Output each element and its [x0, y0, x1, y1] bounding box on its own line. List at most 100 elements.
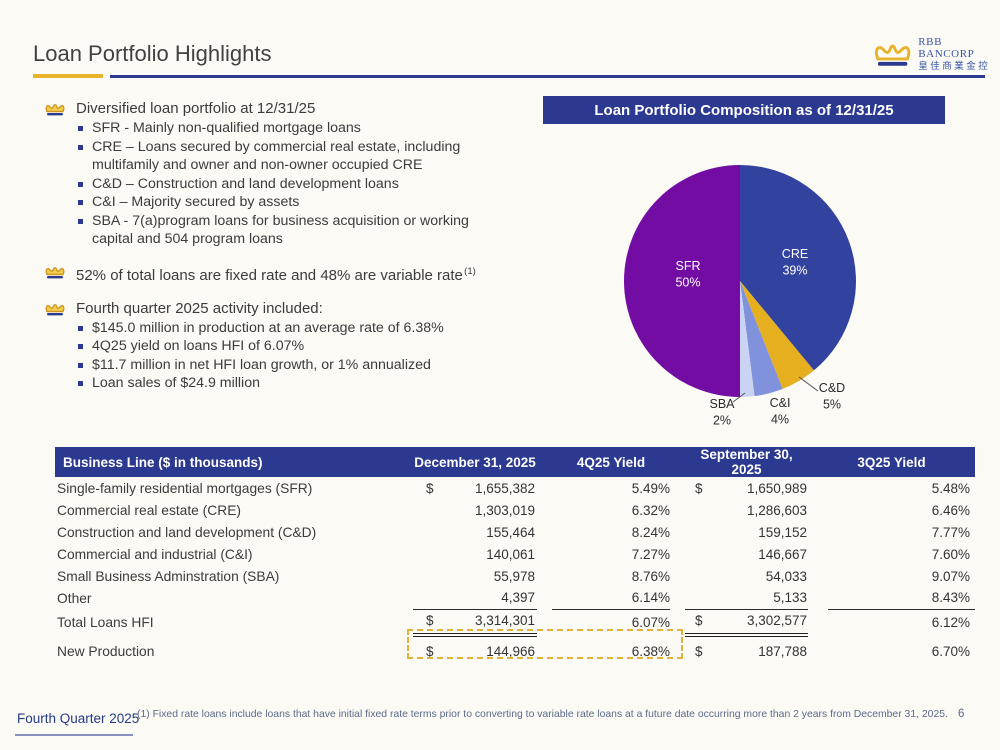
sub-bullet-item: $145.0 million in production at an avera…: [78, 319, 528, 338]
title-underline-gold: [33, 74, 103, 78]
sub-bullet-text: $145.0 million in production at an avera…: [92, 319, 444, 336]
table-header-cell: 3Q25 Yield: [808, 447, 975, 477]
table-cell: 5,133: [685, 587, 808, 610]
table-row: Commercial and industrial (C&I) 140,061 7.…: [55, 543, 975, 565]
table-cell: 6.12%: [931, 614, 970, 630]
sub-bullet-item: C&I – Majority secured by assets: [78, 193, 528, 212]
sub-bullet-list: $145.0 million in production at an avera…: [78, 319, 528, 393]
sub-bullet-text: SBA - 7(a)program loans for business acq…: [92, 212, 469, 248]
table-cell: 6.46%: [931, 502, 970, 518]
footnote-superscript: (1): [464, 265, 476, 277]
pie-leader-line-C&D: [798, 376, 819, 392]
table-cell: 155,464: [486, 524, 535, 540]
table-cell: 8.24%: [631, 524, 670, 540]
table-cell: $144,966: [426, 643, 535, 659]
table-cell: 8.76%: [631, 568, 670, 584]
crown-bullet-icon: [45, 104, 65, 116]
table-cell: 5.48%: [931, 480, 970, 496]
company-logo: RBB BANCORP 皇佳商業金控: [872, 36, 1000, 73]
table-cell: 55,978: [493, 568, 535, 584]
bullet-list: Diversified loan portfolio at 12/31/25 S…: [36, 99, 528, 406]
table-cell: $1,650,989: [695, 480, 807, 496]
pie-label-C&D: 5%: [823, 398, 841, 412]
table-row: Other 4,397 6.14% 5,133 8.43%: [55, 587, 975, 610]
pie-label-C&I: 4%: [771, 413, 789, 427]
square-bullet-icon: [78, 362, 83, 368]
table-header-cell: September 30, 2025: [685, 447, 808, 477]
logo-name: RBB BANCORP: [918, 36, 975, 60]
table-cell: Small Business Adminstration (SBA): [57, 568, 280, 584]
table-cell: 9.07%: [931, 568, 970, 584]
table-row: Single-family residential mortgages (SFR…: [55, 477, 975, 499]
sub-bullet-item: $11.7 million in net HFI loan growth, or…: [78, 356, 528, 375]
footer-quarter-label: Fourth Quarter 2025: [17, 711, 140, 726]
square-bullet-icon: [78, 325, 83, 331]
table-header-row: Business Line ($ in thousands) December 3…: [55, 447, 975, 477]
table-cell: 4,397: [413, 587, 537, 610]
table-cell: $1,655,382: [426, 480, 535, 496]
table-cell: Single-family residential mortgages (SFR…: [57, 480, 313, 496]
table-cell: 6.38%: [631, 643, 670, 659]
bullet-item: Diversified loan portfolio at 12/31/25 S…: [36, 99, 528, 249]
sub-bullet-list: SFR - Mainly non-qualified mortgage loan…: [78, 119, 528, 249]
loan-table: Business Line ($ in thousands) December 3…: [55, 447, 975, 667]
sub-bullet-item: SBA - 7(a)program loans for business acq…: [78, 212, 528, 249]
table-header-cell: 4Q25 Yield: [537, 447, 685, 477]
footer-underline: [15, 734, 133, 736]
sub-bullet-item: C&D – Construction and land development …: [78, 175, 528, 194]
square-bullet-icon: [78, 181, 83, 187]
table-cell: 6.70%: [931, 643, 970, 659]
sub-bullet-item: Loan sales of $24.9 million: [78, 374, 528, 393]
loan-table-container: Business Line ($ in thousands) December 3…: [55, 447, 975, 667]
pie-label-SBA: 2%: [713, 414, 731, 428]
chart-title-banner: Loan Portfolio Composition as of 12/31/2…: [543, 96, 945, 124]
new-production-highlight-box: [407, 629, 683, 659]
table-row: Total Loans HFI $3,314,301 6.07% $3,302,577…: [55, 609, 975, 637]
table-cell: 6.14%: [537, 587, 685, 610]
table-cell: 8.43%: [808, 587, 975, 610]
bullet-item: Fourth quarter 2025 activity included: $…: [36, 299, 528, 393]
sub-bullet-text: C&I – Majority secured by assets: [92, 194, 300, 210]
table-cell: $187,788: [695, 643, 807, 659]
sub-bullet-text: Loan sales of $24.9 million: [92, 375, 260, 391]
table-cell: 5.49%: [631, 480, 670, 496]
crown-bullet-icon: [45, 266, 65, 278]
pie-label-SFR: 50%: [675, 276, 700, 290]
table-cell: Commercial real estate (CRE): [57, 502, 242, 518]
square-bullet-icon: [78, 126, 83, 131]
pie-slice-C&D: [740, 281, 814, 389]
table-cell: $3,314,301: [413, 609, 537, 637]
bullet-text: Fourth quarter 2025 activity included:: [76, 299, 323, 317]
sub-bullet-item: 4Q25 yield on loans HFI of 6.07%: [78, 337, 528, 356]
crown-logo-icon: [875, 44, 911, 66]
pie-label-CRE: 39%: [782, 264, 807, 278]
pie-label-C&I: C&I: [770, 396, 791, 410]
square-bullet-icon: [78, 218, 83, 224]
pie-slice-SFR: [624, 165, 740, 397]
bullet-text: 52% of total loans are fixed rate and 48…: [76, 265, 476, 284]
table-cell: 1,286,603: [746, 502, 807, 518]
table-row: Construction and land development (C&D) 1…: [55, 521, 975, 543]
table-cell: 1,303,019: [474, 502, 535, 518]
sub-bullet-text: CRE – Loans secured by commercial real e…: [92, 138, 461, 174]
page-number: 6: [958, 708, 965, 720]
sub-bullet-item: CRE – Loans secured by commercial real e…: [78, 138, 528, 175]
crown-bullet-icon: [45, 303, 65, 315]
table-cell: New Production: [57, 643, 155, 659]
bullet-text: Diversified loan portfolio at 12/31/25: [76, 100, 316, 117]
table-body: Single-family residential mortgages (SFR…: [55, 477, 975, 667]
footnote: (1) Fixed rate loans include loans that …: [137, 709, 948, 720]
table-cell: Total Loans HFI: [57, 614, 154, 630]
table-cell: Commercial and industrial (C&I): [57, 546, 253, 562]
pie-slice-SBA: [740, 281, 755, 398]
table-cell: 7.27%: [631, 546, 670, 562]
pie-label-C&D: C&D: [819, 381, 845, 395]
square-bullet-icon: [78, 344, 83, 349]
table-cell: 6.07%: [631, 614, 670, 630]
table-cell: 6.32%: [631, 502, 670, 518]
sub-bullet-text: C&D – Construction and land development …: [92, 175, 399, 192]
table-cell: 54,033: [765, 568, 807, 584]
table-cell: 7.60%: [931, 546, 970, 562]
pie-slice-CRE: [740, 165, 856, 371]
square-bullet-icon: [78, 381, 83, 386]
